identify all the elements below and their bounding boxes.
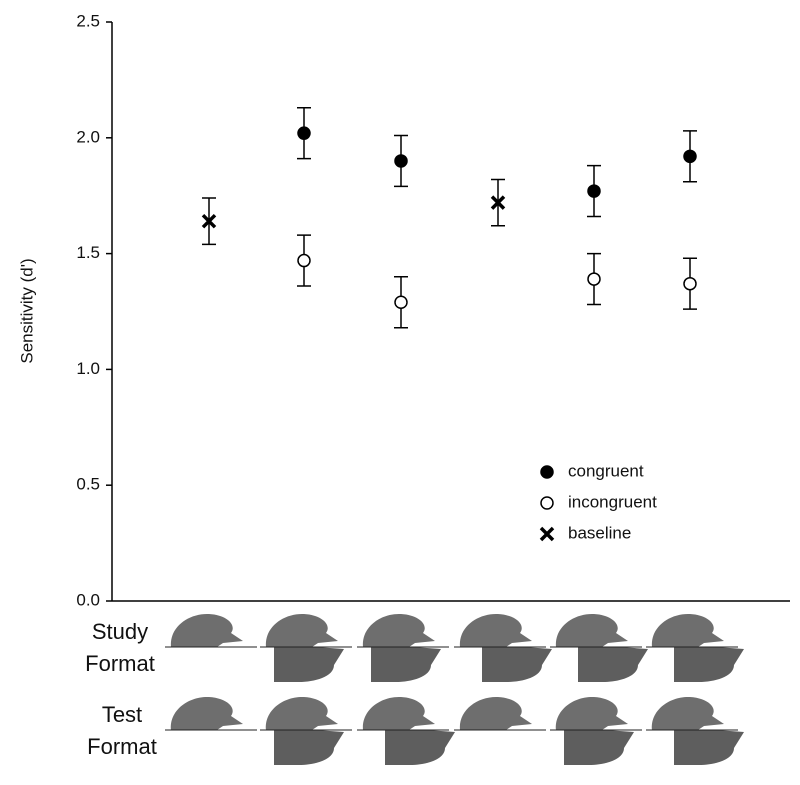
face-bottom [564, 730, 634, 765]
face-bottom [578, 647, 648, 682]
marker [539, 526, 555, 542]
marker [394, 154, 408, 168]
face-top [265, 696, 338, 730]
legend-label: baseline [568, 523, 631, 542]
face-bottom [371, 647, 441, 682]
face-top [170, 613, 243, 647]
y-tick-label: 1.5 [76, 243, 100, 262]
marker [540, 465, 554, 479]
row-label: Test [102, 702, 142, 727]
marker [587, 272, 601, 286]
face-top [362, 696, 435, 730]
face-top [170, 696, 243, 730]
y-tick-label: 1.0 [76, 359, 100, 378]
marker [297, 253, 311, 268]
marker [490, 195, 506, 210]
y-axis-label: Sensitivity (d') [17, 258, 36, 363]
marker [587, 184, 601, 198]
face-top [362, 613, 435, 647]
face-bottom [274, 730, 344, 765]
face-top [459, 613, 532, 647]
y-tick-label: 0.0 [76, 590, 100, 609]
face-top [555, 696, 628, 730]
row-label: Format [87, 734, 157, 759]
marker [297, 126, 311, 140]
face-bottom [274, 647, 344, 682]
face-bottom [674, 647, 744, 682]
face-top [265, 613, 338, 647]
marker [201, 213, 217, 229]
legend-label: congruent [568, 461, 644, 480]
face-bottom [674, 730, 744, 765]
face-bottom [482, 647, 552, 682]
marker [683, 276, 697, 291]
marker [683, 149, 697, 164]
y-tick-label: 2.5 [76, 11, 100, 30]
y-tick-label: 0.5 [76, 475, 100, 494]
face-top [459, 696, 532, 730]
y-tick-label: 2.0 [76, 127, 100, 146]
face-top [555, 613, 628, 647]
row-label: Study [92, 619, 148, 644]
row-label: Format [85, 651, 155, 676]
face-bottom [385, 730, 455, 765]
legend-label: incongruent [568, 492, 657, 511]
face-top [651, 613, 724, 647]
face-top [651, 696, 724, 730]
marker [540, 496, 554, 510]
marker [394, 295, 408, 309]
